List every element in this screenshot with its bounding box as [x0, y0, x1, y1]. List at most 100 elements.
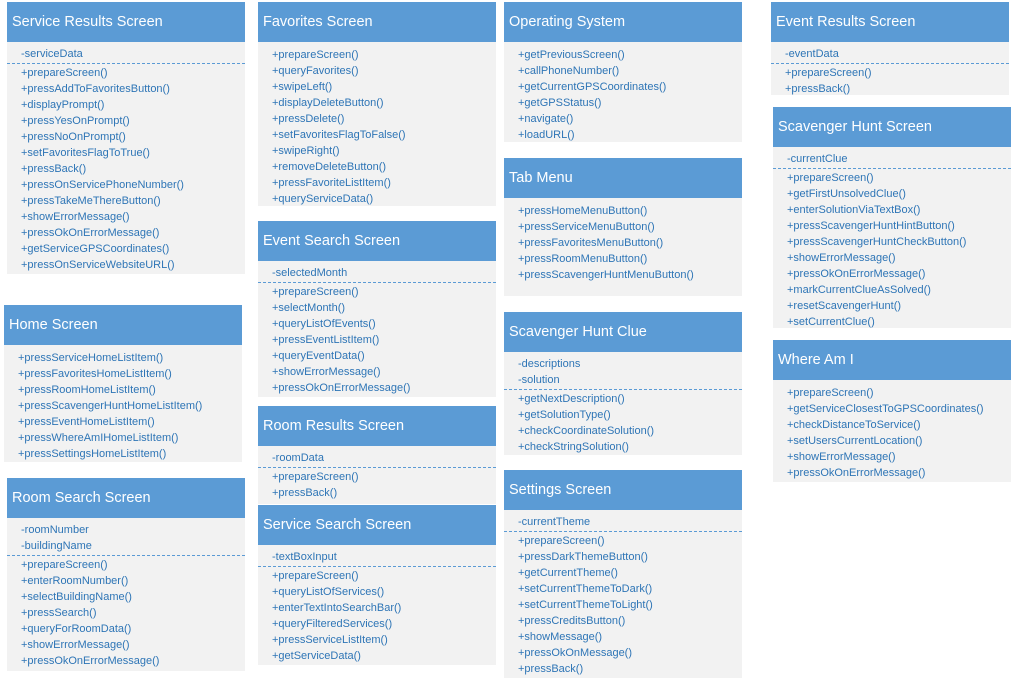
- method-row: +getServiceClosestToGPSCoordinates(): [787, 403, 984, 415]
- method-row: +selectBuildingName(): [21, 591, 132, 603]
- method-row: +pressBack(): [21, 163, 87, 175]
- method-row: +pressYesOnPrompt(): [21, 115, 130, 127]
- method-row: +prepareScreen(): [21, 67, 108, 79]
- method-row: +pressEventHomeListItem(): [18, 416, 155, 428]
- method-row: +callPhoneNumber(): [518, 65, 620, 77]
- where-am-i-class: Where Am I +prepareScreen() +getServiceClo…: [773, 340, 1011, 482]
- method-row: +queryListOfServices(): [272, 586, 385, 598]
- class-title: Tab Menu: [504, 158, 742, 198]
- method-row: +pressScavengerHuntHintButton(): [787, 220, 955, 232]
- class-methods: +prepareScreen() +getServiceClosestToGPSC…: [773, 380, 1011, 481]
- method-row: +pressOkOnMessage(): [518, 647, 633, 659]
- method-row: +pressHomeMenuButton(): [518, 205, 648, 217]
- method-row: +pressRoomHomeListItem(): [18, 384, 156, 396]
- event-search-screen-class: Event Search Screen -selectedMonth +prepar…: [258, 221, 496, 397]
- method-row: +selectMonth(): [272, 302, 346, 314]
- method-row: +pressBack(): [785, 83, 851, 95]
- method-row: +checkStringSolution(): [518, 441, 629, 453]
- method-row: +showMessage(): [518, 631, 603, 643]
- method-row: +pressDelete(): [272, 113, 345, 125]
- attribute-row: -buildingName: [21, 540, 92, 552]
- method-row: +pressServiceHomeListItem(): [18, 352, 164, 364]
- method-row: +prepareScreen(): [272, 570, 359, 582]
- method-row: +showErrorMessage(): [272, 366, 381, 378]
- method-row: +enterTextIntoSearchBar(): [272, 602, 402, 614]
- class-attributes: -currentTheme: [504, 510, 742, 532]
- method-row: +pressOkOnErrorMessage(): [272, 382, 411, 394]
- method-row: +navigate(): [518, 113, 574, 125]
- method-row: +showErrorMessage(): [21, 211, 130, 223]
- method-row: +setCurrentClue(): [787, 316, 875, 328]
- class-title: Event Results Screen: [771, 2, 1009, 42]
- method-row: +pressFavoriteListItem(): [272, 177, 391, 189]
- method-row: +prepareScreen(): [272, 49, 359, 61]
- class-attributes: -selectedMonth: [258, 261, 496, 283]
- method-row: +getPreviousScreen(): [518, 49, 625, 61]
- method-row: +setUsersCurrentLocation(): [787, 435, 923, 447]
- method-row: +pressCreditsButton(): [518, 615, 626, 627]
- method-row: +queryListOfEvents(): [272, 318, 376, 330]
- method-row: +pressRoomMenuButton(): [518, 253, 648, 265]
- class-methods: +pressServiceHomeListItem() +pressFavorit…: [4, 345, 242, 462]
- method-row: +pressBack(): [518, 663, 584, 675]
- class-title: Operating System: [504, 2, 742, 42]
- tab-menu-class: Tab Menu +pressHomeMenuButton() +pressServ…: [504, 158, 742, 296]
- event-results-screen-class: Event Results Screen -eventData +prepareSc…: [771, 2, 1009, 95]
- class-title: Where Am I: [773, 340, 1011, 380]
- method-row: +getCurrentTheme(): [518, 567, 618, 579]
- method-row: +pressNoOnPrompt(): [21, 131, 126, 143]
- favorites-screen-class: Favorites Screen +prepareScreen() +queryFa…: [258, 2, 496, 206]
- method-row: +setCurrentThemeToLight(): [518, 599, 653, 611]
- method-row: +showErrorMessage(): [787, 252, 896, 264]
- class-title: Service Results Screen: [7, 2, 245, 42]
- method-row: +loadURL(): [518, 129, 575, 141]
- class-attributes: -currentClue: [773, 147, 1011, 169]
- method-row: +pressServiceListItem(): [272, 634, 388, 646]
- class-methods: +prepareScreen() +getFirstUnsolvedClue() +…: [773, 169, 1011, 330]
- settings-screen-class: Settings Screen -currentTheme +prepareScre…: [504, 470, 742, 678]
- method-row: +pressEventListItem(): [272, 334, 380, 346]
- method-row: +markCurrentClueAsSolved(): [787, 284, 931, 296]
- method-row: +pressSettingsHomeListItem(): [18, 448, 167, 460]
- method-row: +prepareScreen(): [272, 471, 359, 483]
- class-attributes: -roomNumber -buildingName: [7, 518, 245, 556]
- method-row: +pressOkOnErrorMessage(): [21, 227, 160, 239]
- method-row: +prepareScreen(): [21, 559, 108, 571]
- class-methods: +prepareScreen() +pressBack(): [258, 468, 496, 501]
- method-row: +setFavoritesFlagToFalse(): [272, 129, 406, 141]
- method-row: +getFirstUnsolvedClue(): [787, 188, 906, 200]
- method-row: +pressScavengerHuntHomeListItem(): [18, 400, 203, 412]
- class-methods: +prepareScreen() +pressDarkThemeButton() +…: [504, 532, 742, 677]
- method-row: +showErrorMessage(): [787, 451, 896, 463]
- method-row: +removeDeleteButton(): [272, 161, 387, 173]
- method-row: +checkCoordinateSolution(): [518, 425, 655, 437]
- service-search-screen-class: Service Search Screen -textBoxInput +prepa…: [258, 505, 496, 665]
- method-row: +enterRoomNumber(): [21, 575, 129, 587]
- method-row: +pressOkOnErrorMessage(): [787, 268, 926, 280]
- attribute-row: -roomData: [272, 452, 324, 464]
- method-row: +queryForRoomData(): [21, 623, 132, 635]
- class-attributes: -textBoxInput: [258, 545, 496, 567]
- class-title: Service Search Screen: [258, 505, 496, 545]
- class-title: Scavenger Hunt Clue: [504, 312, 742, 352]
- class-attributes: -eventData: [771, 42, 1009, 64]
- attribute-row: -solution: [518, 374, 560, 386]
- method-row: +pressTakeMeThereButton(): [21, 195, 161, 207]
- attribute-row: -serviceData: [21, 48, 83, 60]
- class-methods: +prepareScreen() +enterRoomNumber() +selec…: [7, 556, 245, 669]
- method-row: +getServiceGPSCoordinates(): [21, 243, 170, 255]
- method-row: +showErrorMessage(): [21, 639, 130, 651]
- method-row: +getCurrentGPSCoordinates(): [518, 81, 667, 93]
- class-title: Settings Screen: [504, 470, 742, 510]
- service-results-screen-class: Service Results Screen -serviceData +prepa…: [7, 2, 245, 274]
- home-screen-class: Home Screen +pressServiceHomeListItem() +p…: [4, 305, 242, 462]
- method-row: +getServiceData(): [272, 650, 361, 662]
- method-row: +pressFavoritesMenuButton(): [518, 237, 664, 249]
- scavenger-hunt-clue-class: Scavenger Hunt Clue -descriptions -solutio…: [504, 312, 742, 455]
- class-title: Home Screen: [4, 305, 242, 345]
- method-row: +swipeRight(): [272, 145, 340, 157]
- class-title: Favorites Screen: [258, 2, 496, 42]
- method-row: +prepareScreen(): [518, 535, 605, 547]
- room-results-screen-class: Room Results Screen -roomData +prepareScre…: [258, 406, 496, 504]
- attribute-row: -selectedMonth: [272, 267, 348, 279]
